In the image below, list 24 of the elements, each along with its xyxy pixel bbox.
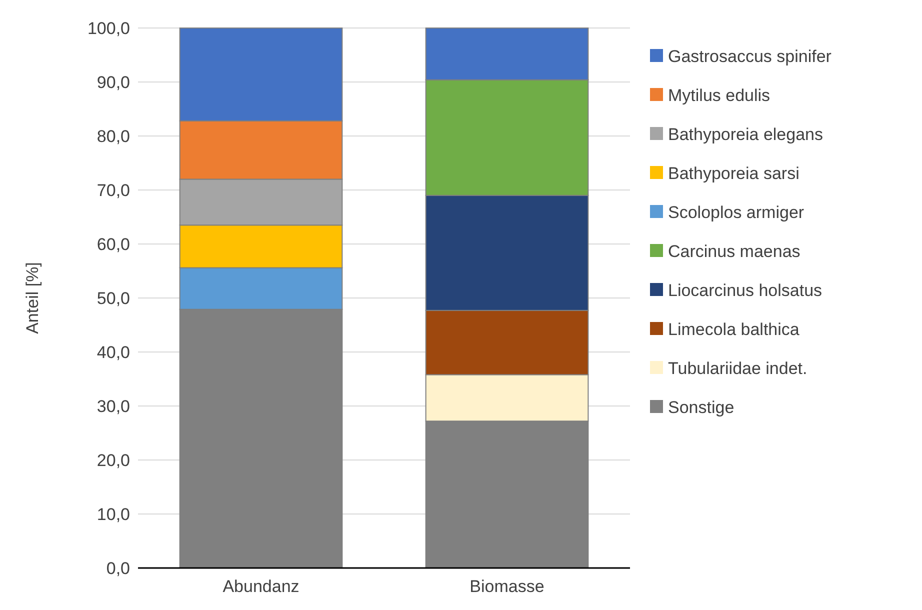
y-tick-label: 90,0 — [96, 72, 130, 92]
legend-label: Sonstige — [668, 398, 734, 417]
y-tick-label: 10,0 — [96, 504, 130, 524]
y-tick-label: 50,0 — [96, 288, 130, 308]
legend-label: Carcinus maenas — [668, 242, 800, 261]
legend-label: Bathyporeia elegans — [668, 124, 824, 144]
y-tick-label: 80,0 — [96, 126, 130, 146]
y-tick-label: 40,0 — [96, 342, 130, 362]
legend-label: Scoloplos armiger — [668, 202, 804, 222]
y-tick-label: 60,0 — [96, 234, 130, 254]
legend-label: Gastrosaccus spinifer — [668, 46, 832, 66]
y-tick-label: 20,0 — [96, 450, 130, 470]
y-tick-label: 100,0 — [87, 18, 130, 38]
y-tick-label: 30,0 — [96, 396, 130, 416]
x-tick-label: Biomasse — [470, 577, 544, 596]
legend-label: Bathyporeia sarsi — [668, 164, 800, 183]
y-axis-title: Anteil [%] — [23, 262, 42, 334]
x-tick-label: Abundanz — [222, 577, 300, 596]
legend-label: Limecola balthica — [668, 320, 800, 339]
legend-label: Liocarcinus holsatus — [668, 280, 822, 300]
y-tick-label: 0,0 — [106, 558, 130, 578]
legend-label: Tubulariidae indet. — [668, 358, 808, 378]
y-tick-label: 70,0 — [96, 180, 130, 200]
legend-label: Mytilus edulis — [668, 86, 770, 105]
